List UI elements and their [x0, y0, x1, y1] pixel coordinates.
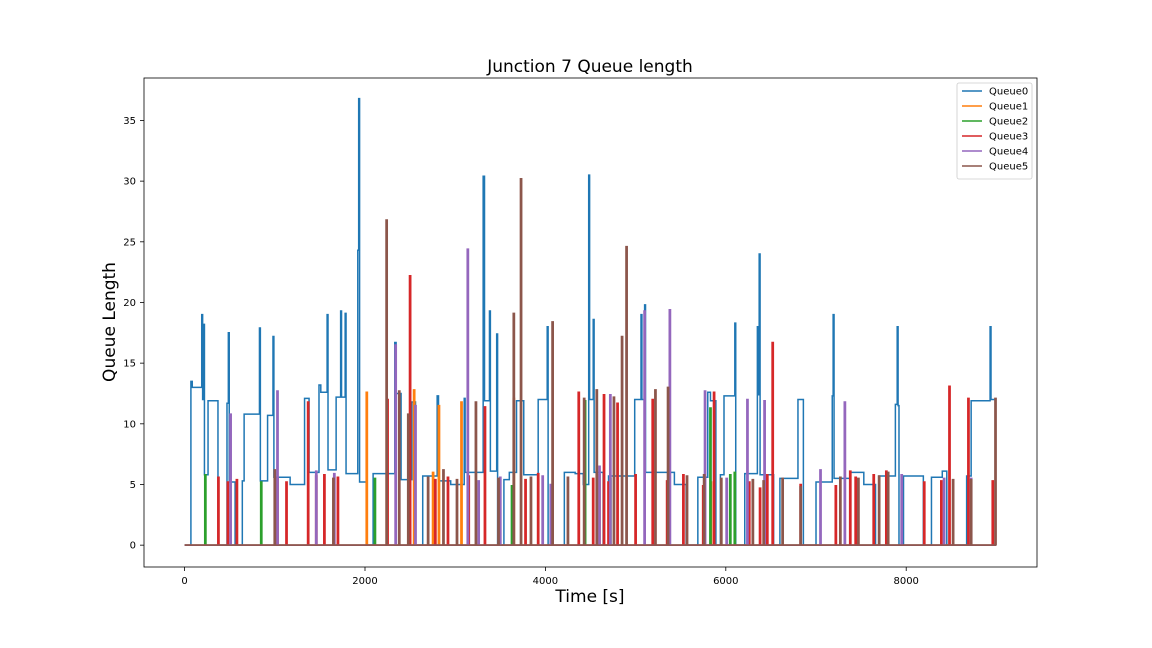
y-tick-label: 30 — [123, 177, 136, 188]
series-line-queue3 — [184, 275, 997, 546]
y-tick-label: 5 — [130, 480, 136, 491]
x-tick-label: 0 — [181, 576, 187, 587]
y-tick-label: 25 — [123, 237, 136, 248]
series-line-queue0 — [184, 97, 997, 546]
y-tick-label: 10 — [123, 419, 136, 430]
x-tick-label: 4000 — [533, 576, 558, 587]
legend-label-queue5: Queue5 — [989, 162, 1028, 173]
x-tick-label: 6000 — [713, 576, 738, 587]
legend-label-queue3: Queue3 — [989, 132, 1028, 143]
y-tick-label: 35 — [123, 116, 136, 127]
legend-label-queue2: Queue2 — [989, 117, 1028, 128]
x-axis-label: Time [s] — [554, 587, 624, 607]
y-axis: 0 5 10 15 20 25 30 35 — [123, 116, 144, 552]
legend-box — [956, 82, 1033, 180]
series-line-queue5 — [184, 177, 997, 546]
axes-frame — [143, 77, 1038, 568]
legend: Queue0 Queue1 Queue2 Queue3 Queue4 Queue5 — [956, 82, 1033, 180]
y-tick-label: 15 — [123, 359, 136, 370]
legend-label-queue4: Queue4 — [989, 147, 1028, 158]
plot-area — [184, 97, 997, 546]
legend-label-queue1: Queue1 — [989, 102, 1028, 113]
chart-title: Junction 7 Queue length — [486, 57, 693, 77]
x-tick-label: 2000 — [352, 576, 377, 587]
y-axis-label: Queue Length — [100, 262, 120, 382]
y-tick-label: 20 — [123, 298, 136, 309]
y-tick-label: 0 — [130, 541, 136, 552]
x-tick-label: 8000 — [893, 576, 918, 587]
x-axis: 0 2000 4000 6000 8000 — [181, 567, 919, 587]
legend-label-queue0: Queue0 — [989, 87, 1028, 98]
